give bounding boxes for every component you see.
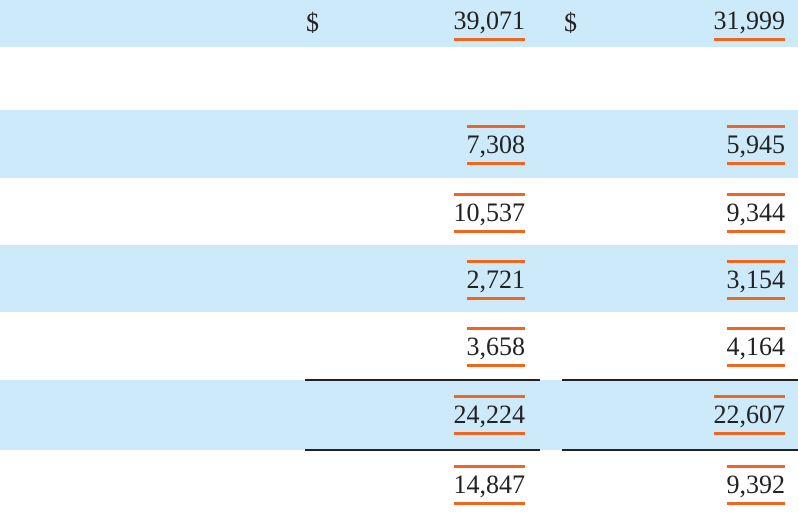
- amount: 24,224: [453, 395, 525, 435]
- amount: 4,164: [726, 327, 785, 367]
- amount: 31,999: [713, 4, 785, 41]
- table-row: 10,537 9,344: [0, 178, 798, 245]
- total-rule: [562, 379, 798, 381]
- amount: 10,537: [453, 193, 525, 233]
- amount: 7,308: [466, 125, 525, 165]
- total-rule: [305, 379, 540, 381]
- currency-symbol: $: [306, 8, 319, 37]
- currency-symbol: $: [564, 8, 577, 37]
- amount: 9,344: [726, 193, 785, 233]
- amount: 22,607: [713, 395, 785, 435]
- amount: 3,658: [466, 327, 525, 367]
- amount: 5,945: [726, 125, 785, 165]
- amount: 14,847: [453, 465, 525, 505]
- amount: 3,154: [726, 260, 785, 300]
- total-rule: [562, 449, 798, 451]
- table-row: 7,308 5,945: [0, 110, 798, 178]
- amount: 39,071: [453, 4, 525, 41]
- amount: 2,721: [466, 260, 525, 300]
- total-rule: [305, 449, 540, 451]
- amount: 9,392: [726, 465, 785, 505]
- table-row: 14,847 9,392: [0, 450, 798, 525]
- table-row: $39,071 $31,999: [0, 0, 798, 47]
- table-row: 24,224 22,607: [0, 380, 798, 450]
- table-row: 3,658 4,164: [0, 312, 798, 380]
- table-row: 2,721 3,154: [0, 245, 798, 312]
